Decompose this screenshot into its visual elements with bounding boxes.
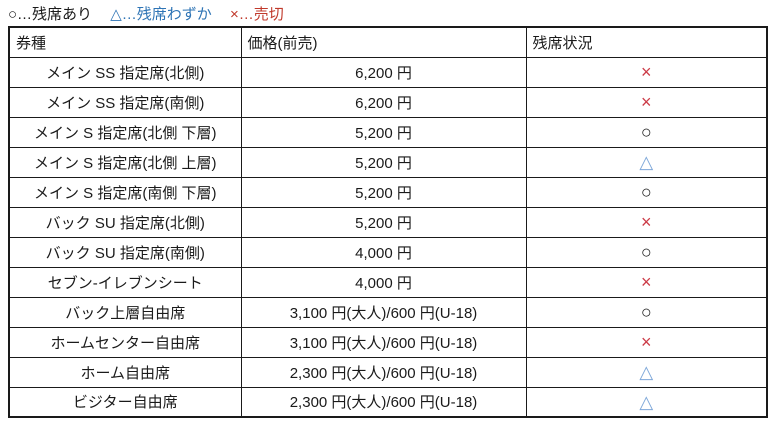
table-row: メイン S 指定席(北側 下層) 5,200 円 ○ — [8, 116, 768, 148]
status-cell: △ — [525, 356, 768, 388]
table-row: メイン SS 指定席(南側) 6,200 円 × — [8, 86, 768, 118]
price-cell: 5,200 円 — [240, 176, 527, 208]
table-row: ビジター自由席 2,300 円(大人)/600 円(U-18) △ — [8, 386, 768, 418]
ticket-type-cell: ホーム自由席 — [8, 356, 242, 388]
table-row: ホーム自由席 2,300 円(大人)/600 円(U-18) △ — [8, 356, 768, 388]
table-row: セブン-イレブンシート 4,000 円 × — [8, 266, 768, 298]
table-row: バック SU 指定席(北側) 5,200 円 × — [8, 206, 768, 238]
status-cell: × — [525, 266, 768, 298]
ticket-type-cell: メイン S 指定席(北側 下層) — [8, 116, 242, 148]
ticket-type-cell: メイン SS 指定席(北側) — [8, 56, 242, 88]
price-cell: 4,000 円 — [240, 236, 527, 268]
price-cell: 5,200 円 — [240, 146, 527, 178]
ticket-type-cell: ホームセンター自由席 — [8, 326, 242, 358]
ticket-type-cell: バック上層自由席 — [8, 296, 242, 328]
price-cell: 5,200 円 — [240, 116, 527, 148]
table-row: バック上層自由席 3,100 円(大人)/600 円(U-18) ○ — [8, 296, 768, 328]
price-cell: 5,200 円 — [240, 206, 527, 238]
price-cell: 6,200 円 — [240, 56, 527, 88]
ticket-type-cell: メイン S 指定席(北側 上層) — [8, 146, 242, 178]
ticket-type-cell: バック SU 指定席(南側) — [8, 236, 242, 268]
status-cell: ○ — [525, 236, 768, 268]
price-cell: 3,100 円(大人)/600 円(U-18) — [240, 326, 527, 358]
status-cell: ○ — [525, 296, 768, 328]
status-cell: × — [525, 326, 768, 358]
status-cell: × — [525, 86, 768, 118]
table-row: メイン SS 指定席(北側) 6,200 円 × — [8, 56, 768, 88]
status-cell: ○ — [525, 116, 768, 148]
legend: ○…残席あり △…残席わずか ×…売切 — [8, 4, 768, 26]
ticket-type-cell: バック SU 指定席(北側) — [8, 206, 242, 238]
status-cell: △ — [525, 386, 768, 418]
price-cell: 2,300 円(大人)/600 円(U-18) — [240, 386, 527, 418]
legend-few-left: △…残席わずか — [110, 6, 212, 23]
ticket-availability-table: 券種 価格(前売) 残席状況 メイン SS 指定席(北側) 6,200 円 × … — [8, 26, 768, 418]
status-cell: × — [525, 206, 768, 238]
ticket-type-cell: メイン SS 指定席(南側) — [8, 86, 242, 118]
legend-sold-out: ×…売切 — [229, 6, 284, 23]
header-ticket-type: 券種 — [8, 26, 242, 58]
table-row: メイン S 指定席(北側 上層) 5,200 円 △ — [8, 146, 768, 178]
table-row: バック SU 指定席(南側) 4,000 円 ○ — [8, 236, 768, 268]
price-cell: 3,100 円(大人)/600 円(U-18) — [240, 296, 527, 328]
price-cell: 2,300 円(大人)/600 円(U-18) — [240, 356, 527, 388]
header-price: 価格(前売) — [240, 26, 527, 58]
status-cell: △ — [525, 146, 768, 178]
legend-available: ○…残席あり — [8, 6, 93, 23]
status-cell: × — [525, 56, 768, 88]
header-status: 残席状況 — [525, 26, 768, 58]
price-cell: 6,200 円 — [240, 86, 527, 118]
header-row: 券種 価格(前売) 残席状況 — [8, 26, 768, 58]
table-row: メイン S 指定席(南側 下層) 5,200 円 ○ — [8, 176, 768, 208]
status-cell: ○ — [525, 176, 768, 208]
ticket-type-cell: メイン S 指定席(南側 下層) — [8, 176, 242, 208]
price-cell: 4,000 円 — [240, 266, 527, 298]
ticket-type-cell: セブン-イレブンシート — [8, 266, 242, 298]
table-row: ホームセンター自由席 3,100 円(大人)/600 円(U-18) × — [8, 326, 768, 358]
ticket-type-cell: ビジター自由席 — [8, 386, 242, 418]
